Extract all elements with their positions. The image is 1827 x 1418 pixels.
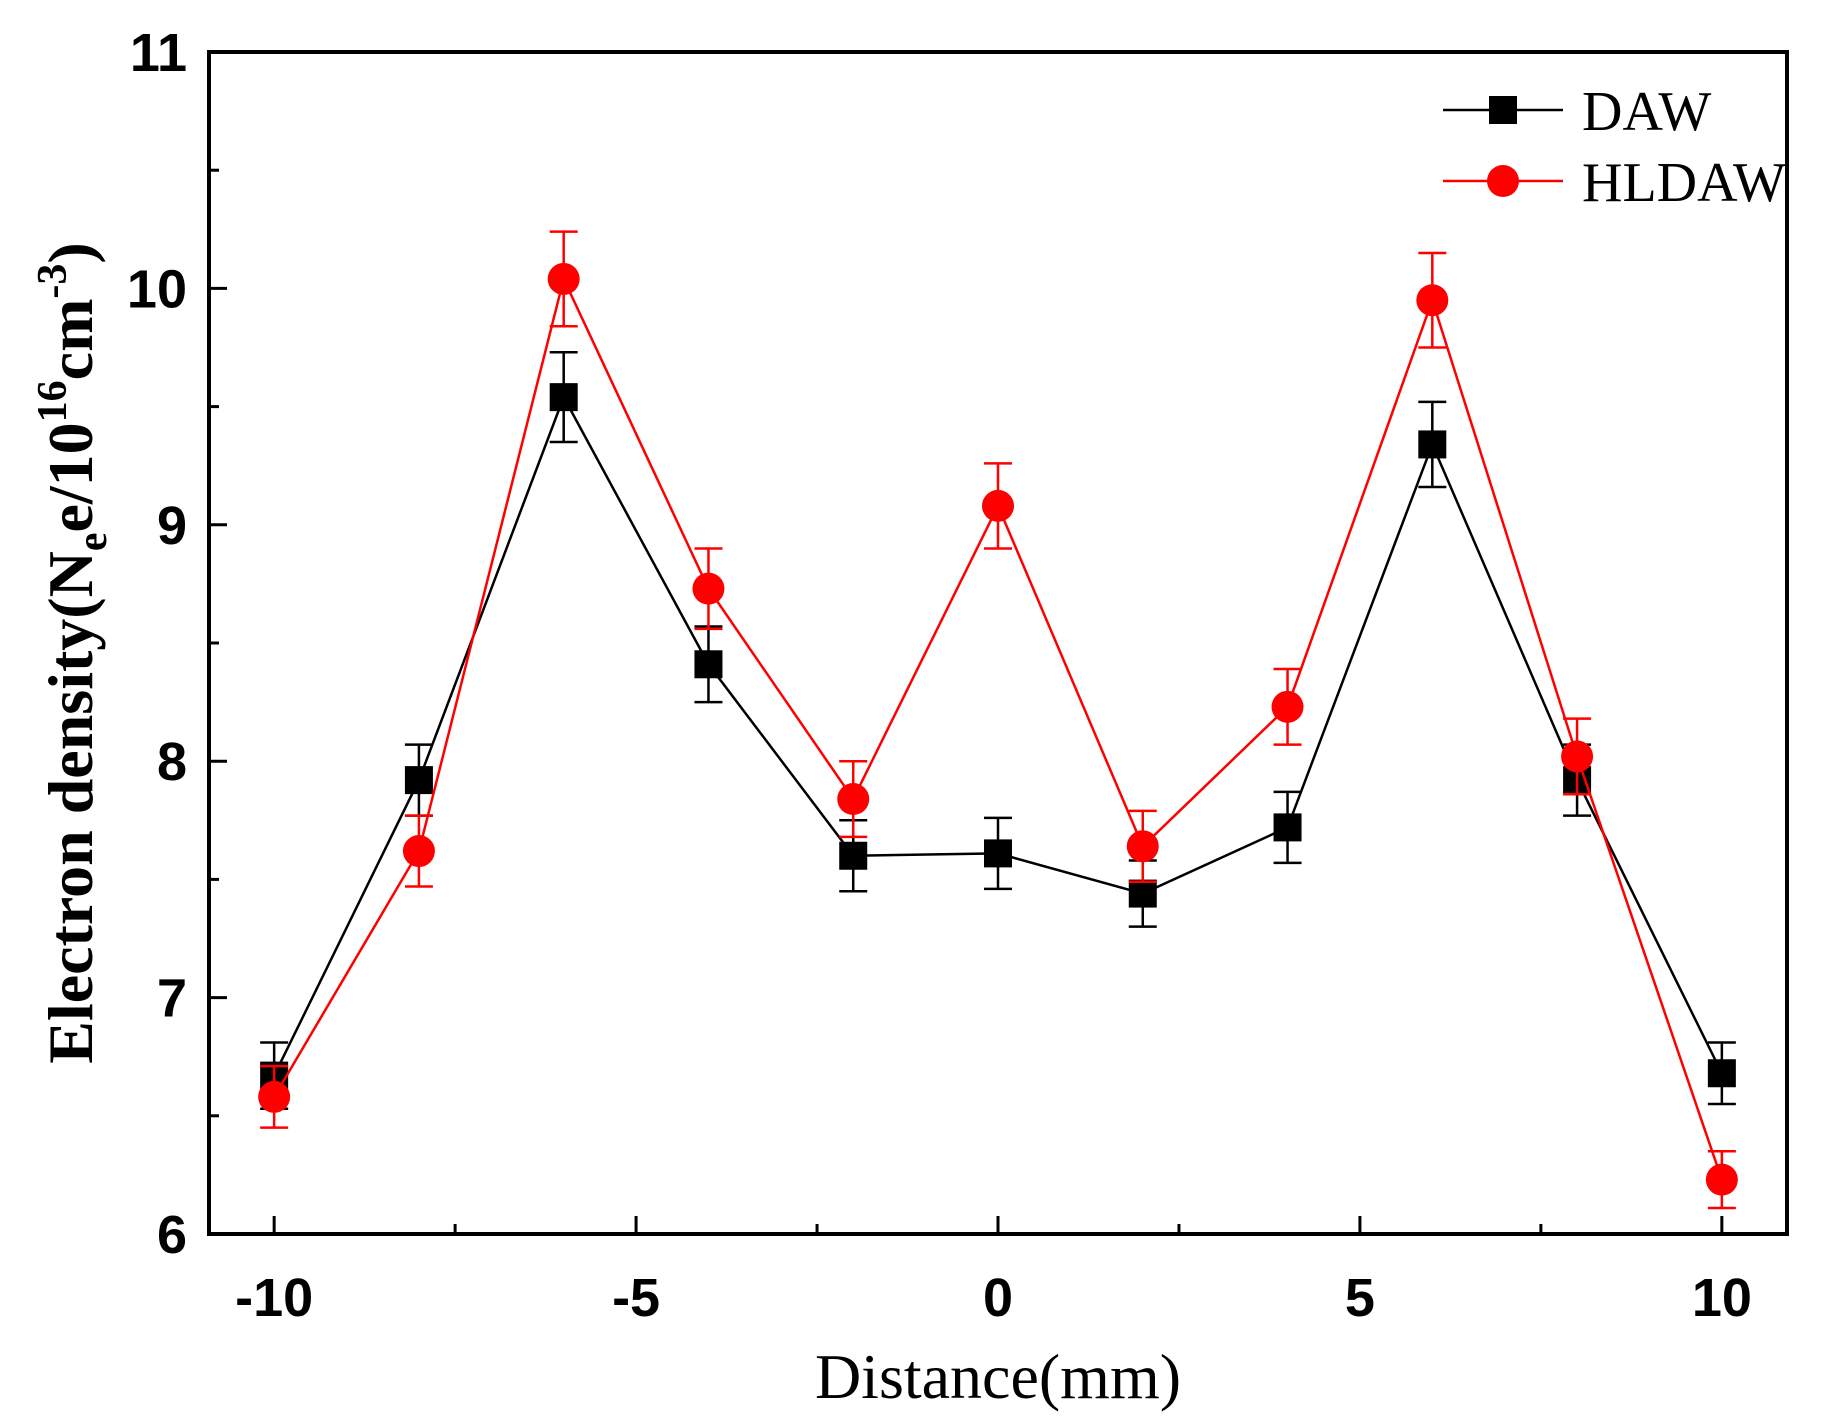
y-axis-title: Electron density(Nee/1016cm-3) — [30, 242, 116, 1063]
legend-item-hldaw: HLDAW — [1443, 152, 1786, 214]
x-tick-label: -10 — [235, 1268, 313, 1328]
data-point-daw — [549, 383, 578, 412]
data-point-daw — [694, 650, 723, 679]
x-tick-label: -5 — [612, 1268, 660, 1328]
x-tick-label: 10 — [1692, 1268, 1752, 1328]
y-axis-title-sup2: -3 — [30, 264, 76, 299]
tick-labels: -10 -5 0 5 10 6 7 8 9 10 11 — [127, 23, 1752, 1328]
tick-marks — [209, 50, 1724, 1236]
data-point-hldaw — [837, 783, 870, 816]
data-point-daw — [839, 841, 868, 870]
y-axis-title-main: Electron density(N — [35, 551, 106, 1064]
legend-label-daw: DAW — [1582, 81, 1711, 143]
x-axis-title: Distance(mm) — [815, 1341, 1181, 1412]
y-tick-label: 11 — [130, 23, 187, 83]
y-tick-label: 9 — [157, 496, 187, 556]
data-point-hldaw — [982, 489, 1014, 522]
data-point-hldaw — [258, 1080, 291, 1113]
data-point-daw — [1707, 1059, 1736, 1088]
legend: DAW HLDAW — [1443, 81, 1786, 214]
data-point-hldaw — [1271, 690, 1304, 723]
data-point-hldaw — [1561, 740, 1594, 773]
data-point-hldaw — [1416, 284, 1449, 317]
data-point-hldaw — [547, 262, 580, 295]
legend-marker-daw — [1489, 96, 1517, 124]
y-axis-title-close: ) — [35, 242, 106, 263]
series-layer — [258, 230, 1738, 1210]
series-hldaw — [258, 230, 1738, 1210]
data-point-hldaw — [692, 572, 725, 605]
data-point-daw — [1273, 813, 1302, 842]
y-tick-label: 7 — [157, 969, 187, 1029]
data-point-daw — [1128, 879, 1157, 908]
y-axis-title-unit: cm — [35, 299, 106, 381]
y-axis-title-mid: e/10 — [35, 422, 106, 532]
y-axis-title-sub: e — [70, 533, 116, 552]
data-point-daw — [984, 839, 1012, 868]
data-point-daw — [1418, 430, 1447, 459]
y-tick-label: 8 — [157, 732, 187, 792]
data-point-hldaw — [1126, 830, 1159, 863]
legend-marker-hldaw — [1487, 165, 1519, 197]
legend-label-hldaw: HLDAW — [1582, 152, 1786, 214]
data-point-daw — [404, 766, 433, 795]
data-point-hldaw — [1705, 1163, 1738, 1196]
y-axis-title-sup1: 16 — [30, 380, 76, 422]
plot-frame — [207, 50, 1789, 1236]
plot-area-frame — [207, 50, 1789, 1236]
svg-text:Electron density(Nee/1016cm-3): Electron density(Nee/1016cm-3) — [30, 242, 116, 1063]
series-daw — [260, 350, 1736, 1110]
data-point-hldaw — [402, 835, 435, 868]
x-tick-label: 5 — [1345, 1268, 1375, 1328]
x-tick-label: 0 — [983, 1268, 1013, 1328]
y-tick-label: 10 — [127, 259, 187, 319]
y-tick-label: 6 — [157, 1205, 187, 1265]
series-line-hldaw — [273, 275, 1724, 1181]
legend-item-daw: DAW — [1443, 81, 1711, 143]
